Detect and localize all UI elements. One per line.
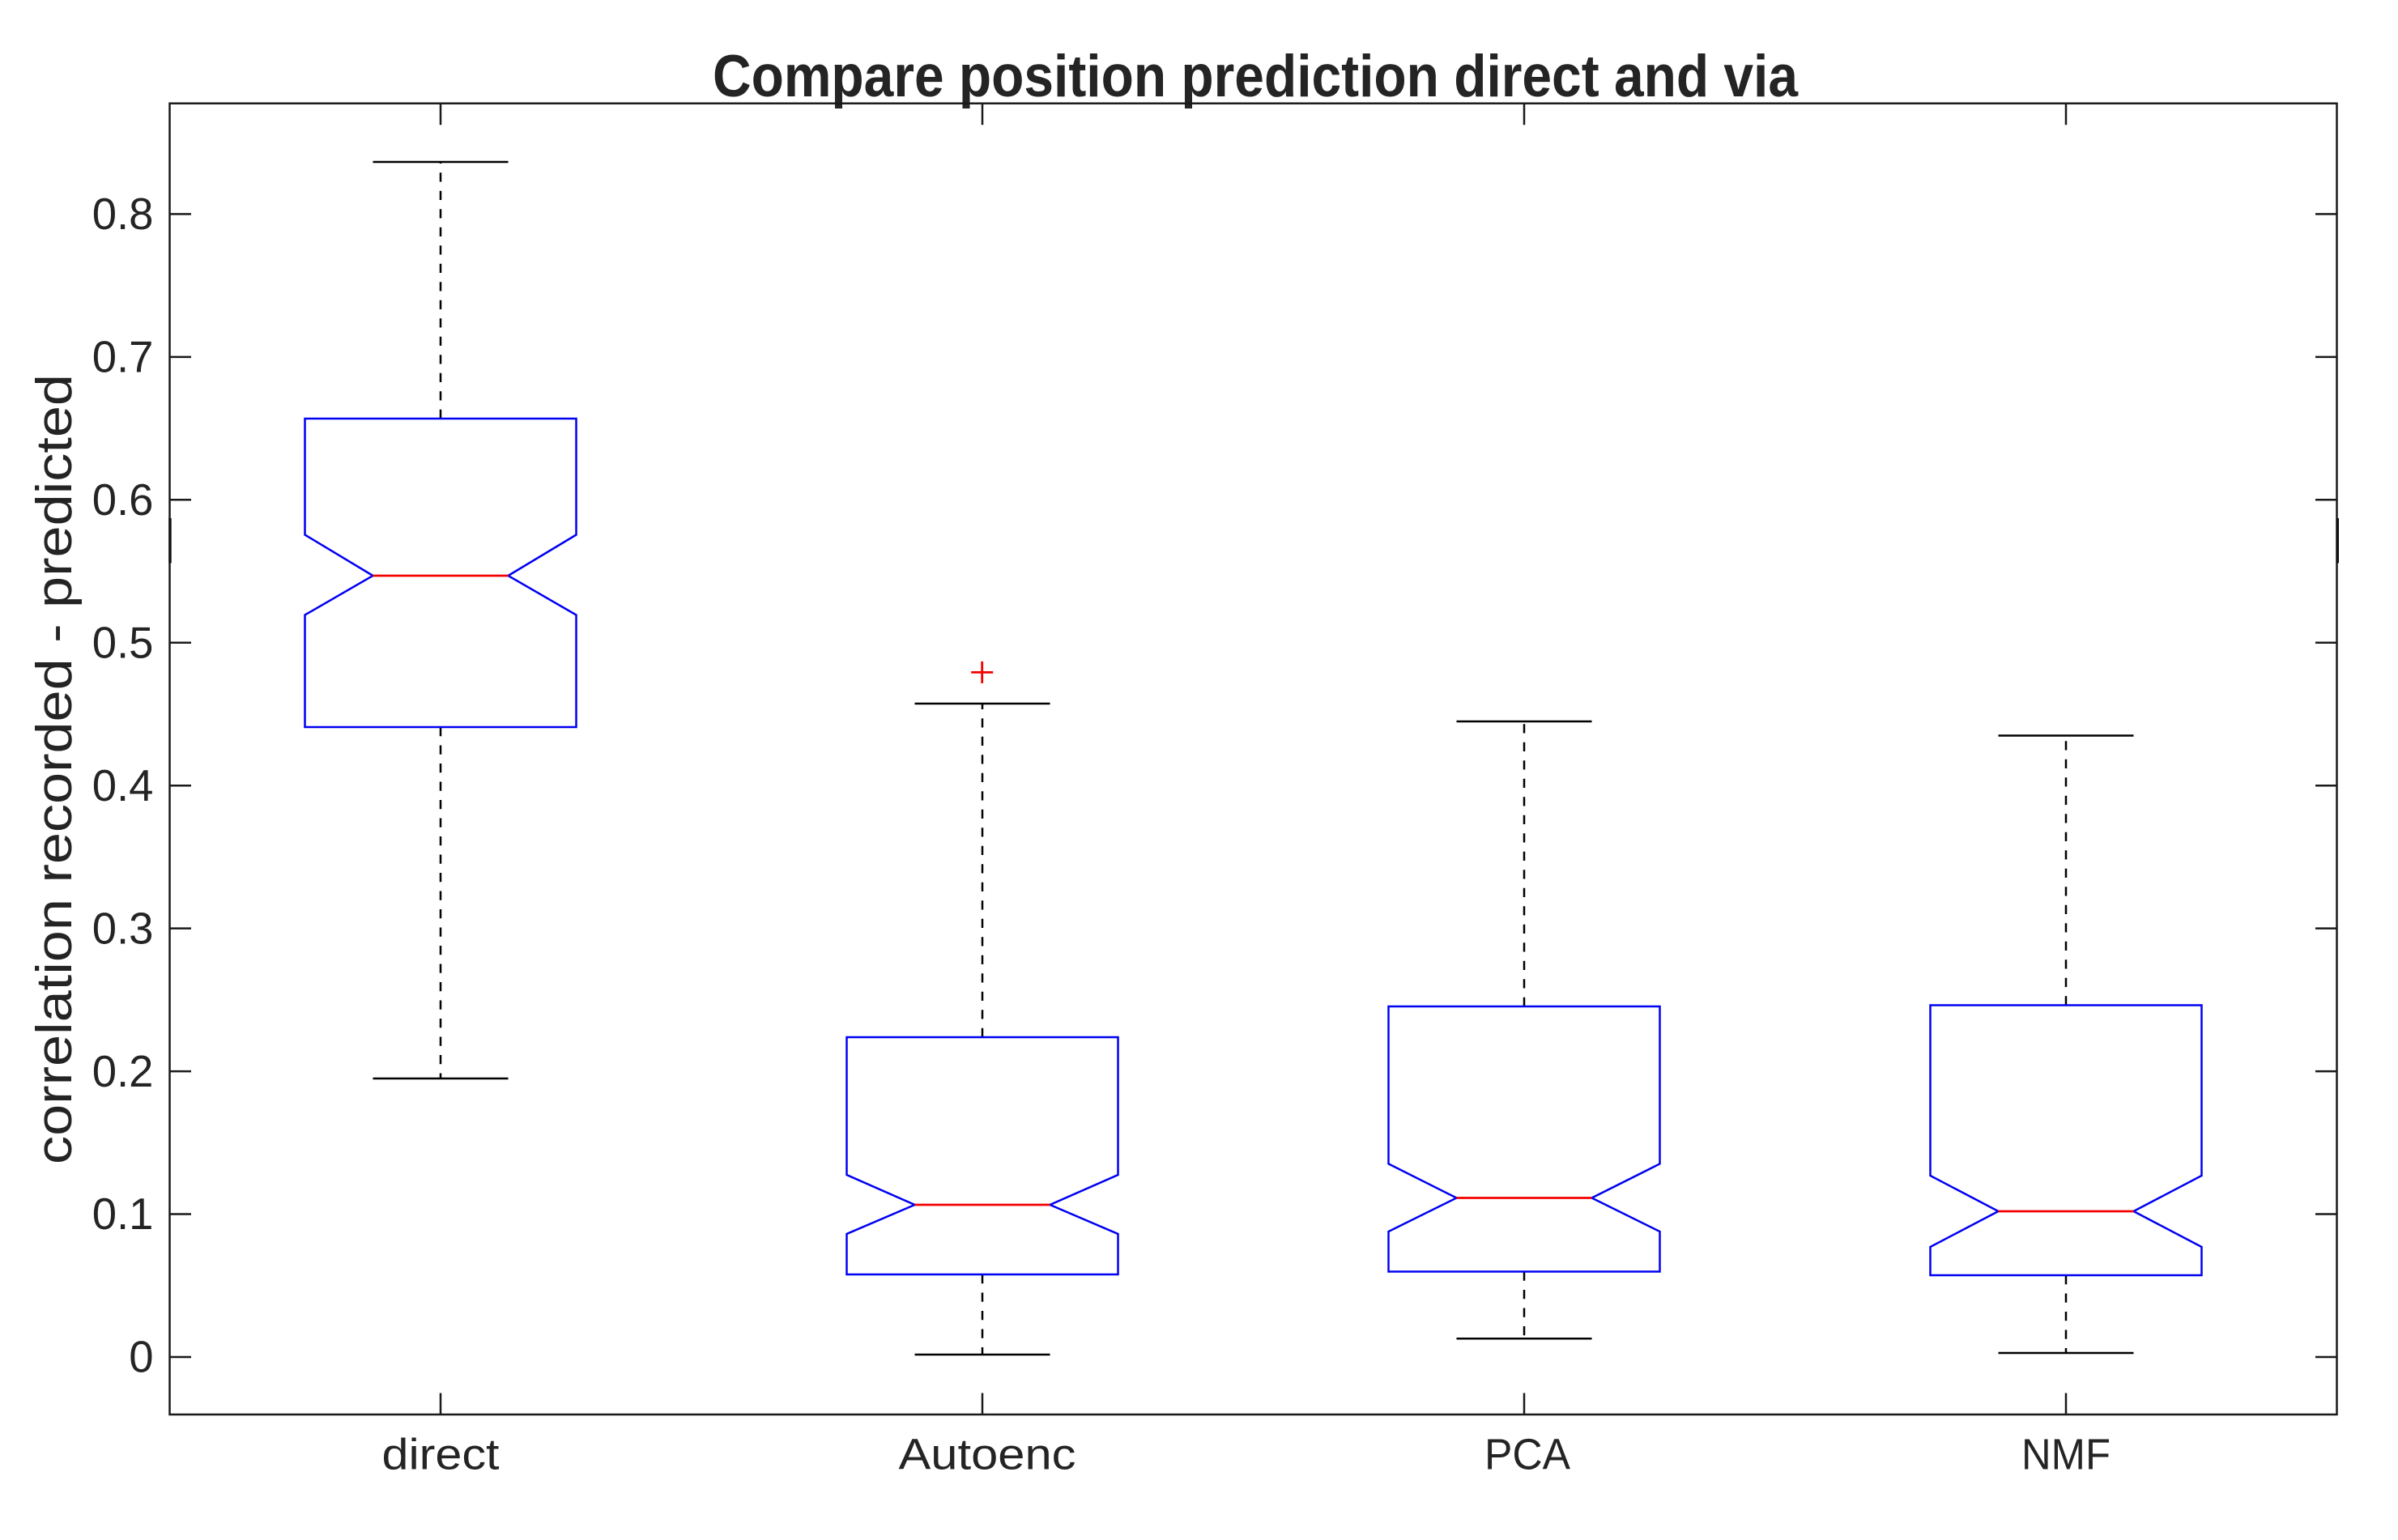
svg-text:0.4: 0.4	[92, 761, 154, 810]
svg-text:0.2: 0.2	[92, 1047, 154, 1096]
svg-text:0.5: 0.5	[92, 618, 154, 667]
svg-text:0.1: 0.1	[92, 1189, 154, 1239]
svg-text:Autoenc: Autoenc	[899, 1431, 1076, 1479]
svg-text:Compare position prediction di: Compare position prediction direct and v…	[713, 42, 1799, 109]
svg-text:NMF: NMF	[2021, 1431, 2110, 1479]
svg-text:0: 0	[129, 1333, 153, 1382]
svg-text:0.8: 0.8	[92, 189, 154, 239]
svg-text:correlation recorded - predict: correlation recorded - predicted	[27, 374, 83, 1164]
svg-text:PCA: PCA	[1484, 1431, 1570, 1479]
svg-text:direct: direct	[382, 1431, 500, 1479]
svg-text:0.6: 0.6	[92, 475, 154, 525]
svg-text:0.3: 0.3	[92, 904, 154, 953]
svg-text:0.7: 0.7	[92, 333, 154, 382]
